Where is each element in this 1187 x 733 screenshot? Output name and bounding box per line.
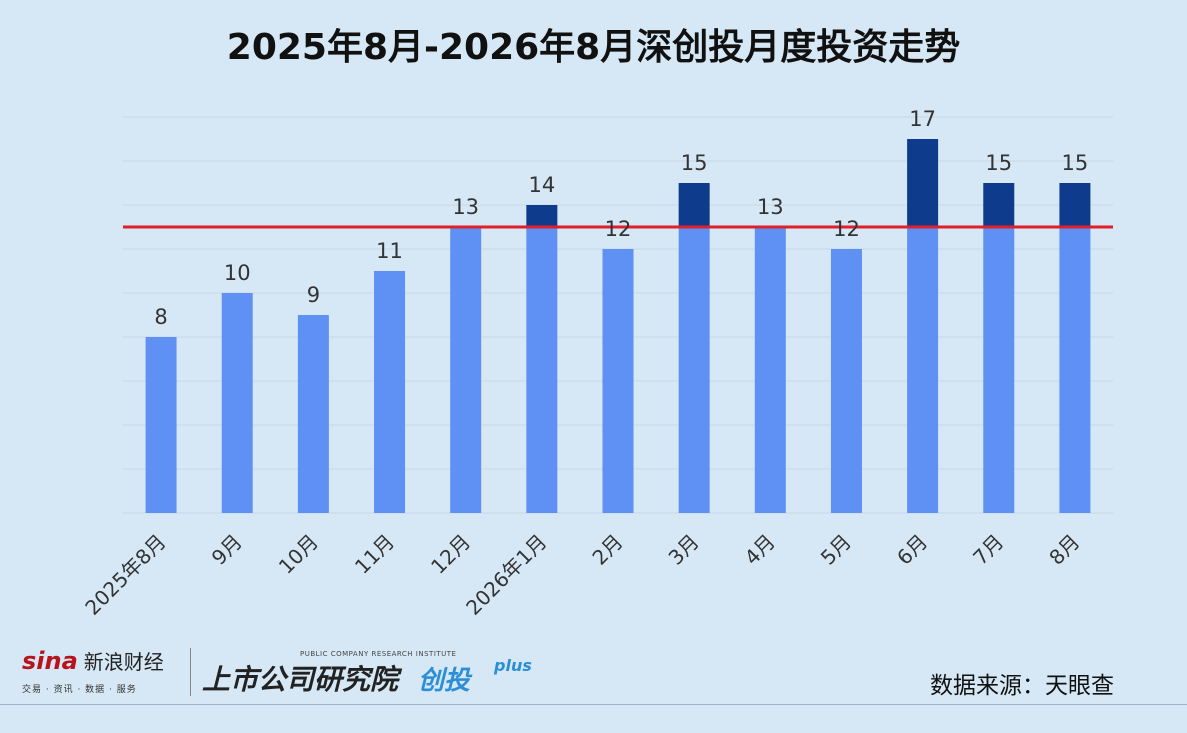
- bar-above-line: [983, 183, 1015, 227]
- data-labels: 8 10 9 11 13 14 12 15 13 12 17 15 15: [154, 107, 1088, 329]
- data-label: 13: [757, 195, 784, 219]
- footer-divider: [190, 648, 191, 696]
- x-tick-label: 7月: [968, 530, 1008, 570]
- x-tick-label: 6月: [892, 530, 932, 570]
- chart-title: 2025年8月-2026年8月深创投月度投资走势: [226, 27, 961, 68]
- data-label: 11: [376, 239, 403, 263]
- data-label: 14: [528, 173, 555, 197]
- bar-chart: 8 10 9 11 13 14 12 15 13 12 17 15 15 2025年8月 9月 10月 11月…: [80, 107, 1113, 620]
- data-label: 15: [985, 151, 1012, 175]
- x-tick-label: 12月: [426, 530, 475, 579]
- data-label: 15: [681, 151, 708, 175]
- bar: [602, 249, 634, 513]
- bar: [374, 271, 406, 513]
- data-label: 17: [909, 107, 936, 131]
- data-label: 10: [224, 261, 251, 285]
- data-label: 9: [307, 283, 320, 307]
- bar-above-line: [526, 205, 558, 227]
- data-label: 15: [1062, 151, 1089, 175]
- data-label: 12: [605, 217, 632, 241]
- data-label: 8: [154, 305, 167, 329]
- bottom-rule: [0, 704, 1187, 705]
- data-label: 12: [833, 217, 860, 241]
- bar: [1059, 227, 1091, 513]
- bar-above-line: [1059, 183, 1091, 227]
- sina-slogan: 交易 · 资讯 · 数据 · 服务: [22, 685, 137, 695]
- x-tick-label: 2月: [587, 530, 627, 570]
- institute-english-name: PUBLIC COMPANY RESEARCH INSTITUTE: [300, 650, 457, 658]
- sina-finance-logo: sina 新浪财经: [22, 646, 164, 675]
- bar: [754, 227, 786, 513]
- institute-plus: plus: [494, 656, 532, 675]
- x-tick-label: 10月: [274, 530, 323, 579]
- sina-logo-text: sina: [22, 647, 78, 675]
- bar: [450, 227, 482, 513]
- x-tick-label: 5月: [816, 530, 856, 570]
- data-label: 13: [452, 195, 479, 219]
- x-tick-label: 2026年1月: [461, 530, 551, 620]
- data-source: 数据来源：天眼查: [930, 673, 1114, 699]
- institute-tag: 创投: [418, 666, 471, 696]
- x-tick-label: 9月: [207, 530, 247, 570]
- bar: [526, 227, 558, 513]
- bar: [830, 249, 862, 513]
- x-tick-label: 11月: [350, 530, 399, 579]
- bar-above-line: [907, 139, 939, 227]
- x-tick-label: 8月: [1044, 530, 1084, 570]
- sina-finance-name: 新浪财经: [83, 650, 164, 674]
- bars: [145, 139, 1091, 513]
- x-tick-label: 3月: [664, 530, 704, 570]
- x-tick-label: 4月: [740, 530, 780, 570]
- bar: [145, 337, 177, 513]
- bar: [907, 227, 939, 513]
- bar-above-line: [678, 183, 710, 227]
- bar: [983, 227, 1015, 513]
- bar: [221, 293, 253, 513]
- bar: [297, 315, 329, 513]
- x-tick-label: 2025年8月: [80, 530, 170, 620]
- bar: [678, 227, 710, 513]
- institute-name: 上市公司研究院: [202, 663, 399, 696]
